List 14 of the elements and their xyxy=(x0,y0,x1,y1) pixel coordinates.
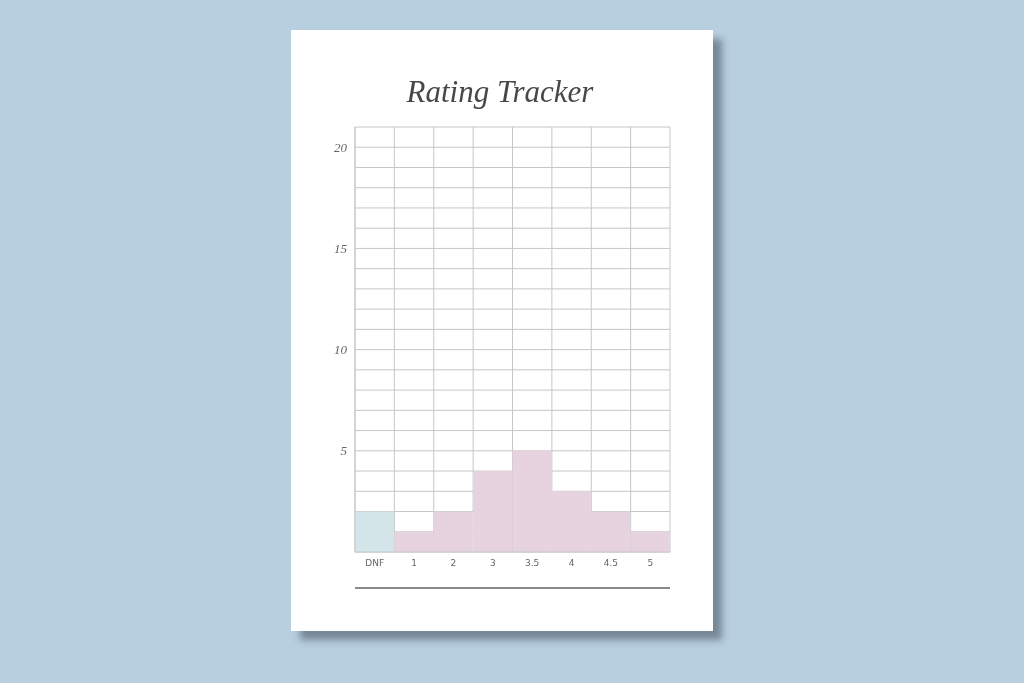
x-tick-label: 1 xyxy=(411,558,417,569)
x-tick-label: 2 xyxy=(450,558,457,569)
y-tick-label: 20 xyxy=(334,139,348,155)
y-tick-label: 15 xyxy=(334,241,348,257)
x-tick-label: 4 xyxy=(568,558,575,569)
x-tick-label: 3 xyxy=(489,558,496,569)
y-tick-label: 5 xyxy=(340,443,348,459)
x-tick-label: 4.5 xyxy=(603,558,619,569)
bar xyxy=(355,511,394,552)
x-tick-label: 5 xyxy=(647,558,654,569)
x-tick-label: 3.5 xyxy=(525,558,540,569)
x-tick-label: DNF xyxy=(365,558,385,569)
y-tick-label: 10 xyxy=(334,342,348,358)
chart-title: Rating Tracker xyxy=(405,74,595,110)
